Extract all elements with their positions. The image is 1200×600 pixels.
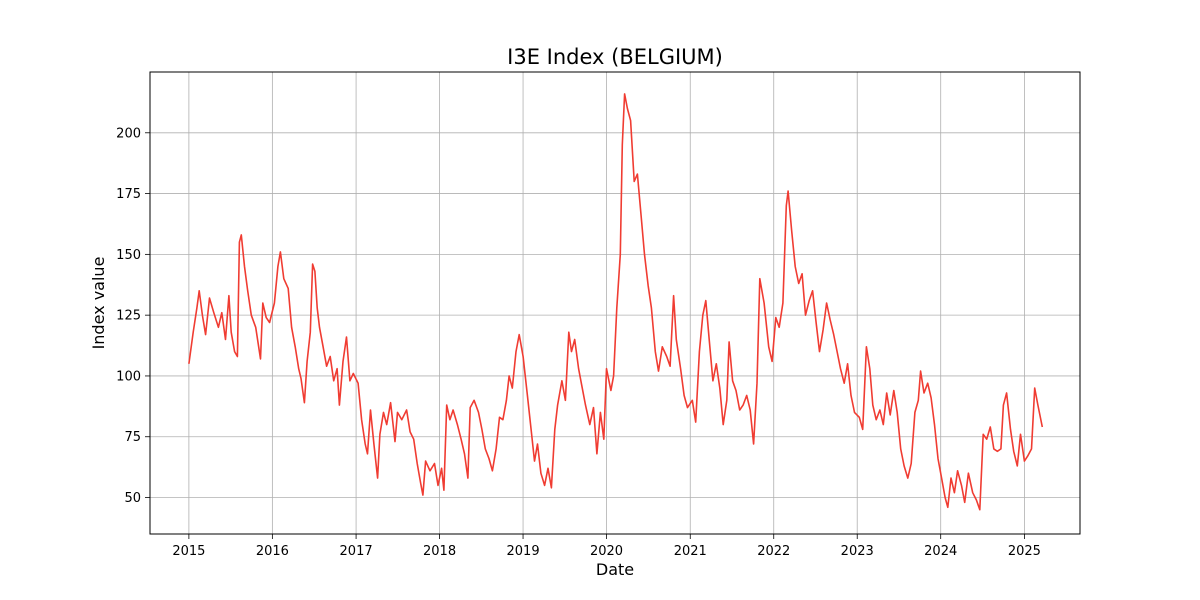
x-tick-label: 2021 bbox=[674, 544, 707, 559]
y-tick-label: 125 bbox=[116, 309, 141, 324]
plot-frame bbox=[149, 71, 1081, 535]
x-axis-label: Date bbox=[596, 560, 634, 579]
x-tick-label: 2022 bbox=[757, 544, 790, 559]
x-tick-label: 2020 bbox=[590, 544, 623, 559]
y-tick-label: 200 bbox=[116, 126, 141, 141]
y-tick-label: 150 bbox=[116, 248, 141, 263]
x-tick-label: 2018 bbox=[423, 544, 456, 559]
x-tick-label: 2019 bbox=[507, 544, 540, 559]
x-tick-label: 2017 bbox=[340, 544, 373, 559]
y-axis-label: Index value bbox=[89, 257, 108, 350]
series-layer bbox=[188, 93, 1044, 511]
x-tick-label: 2015 bbox=[172, 544, 205, 559]
chart-title: I3E Index (BELGIUM) bbox=[507, 45, 723, 69]
y-tick-label: 50 bbox=[124, 491, 141, 506]
grid-lines bbox=[150, 72, 1080, 534]
y-tick-label: 175 bbox=[116, 187, 141, 202]
x-tick-label: 2016 bbox=[256, 544, 289, 559]
series-line bbox=[188, 93, 1044, 511]
y-tick-label: 75 bbox=[124, 430, 141, 445]
x-tick-label: 2025 bbox=[1008, 544, 1041, 559]
y-axis: 50 75 100 125 150 175 200 bbox=[116, 126, 150, 506]
x-axis: 2015 2016 2017 2018 2019 2020 2021 2022 2023 2024… bbox=[172, 534, 1041, 559]
x-tick-label: 2023 bbox=[841, 544, 874, 559]
y-tick-label: 100 bbox=[116, 369, 141, 384]
x-tick-label: 2024 bbox=[924, 544, 957, 559]
